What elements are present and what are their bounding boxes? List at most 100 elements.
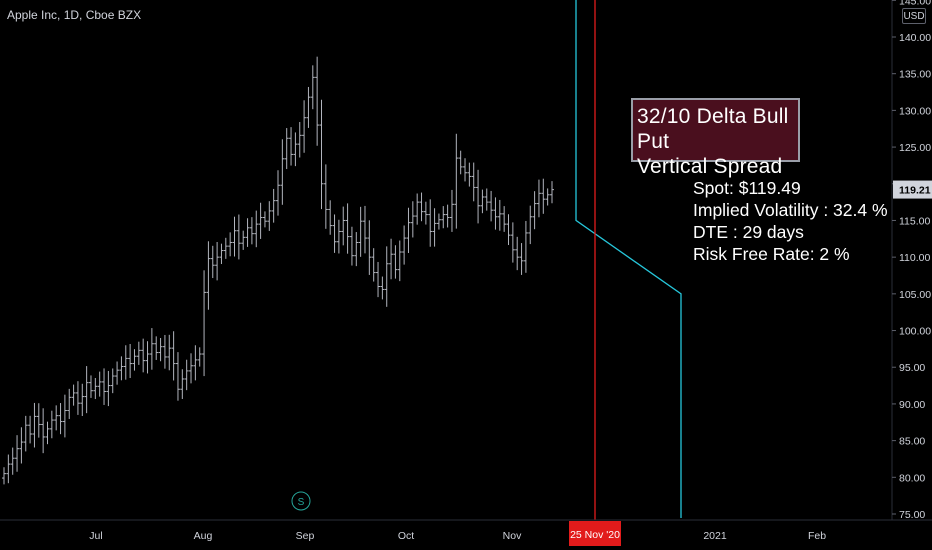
ohlc-bar (376, 261, 381, 298)
ohlc-bar (449, 189, 454, 232)
price-tick-label: 145.00 (899, 0, 931, 7)
ohlc-bar (406, 207, 411, 254)
ohlc-bar (458, 150, 463, 175)
ohlc-bar (115, 361, 120, 385)
ohlc-bar (423, 201, 428, 225)
ohlc-bar (306, 86, 311, 128)
ohlc-bar (193, 345, 198, 381)
ohlc-bar (480, 189, 485, 214)
time-axis[interactable]: Jul Aug Sep Oct Nov 2021 Feb 25 Nov '20 (0, 519, 932, 546)
ohlc-bar (267, 201, 272, 231)
ohlc-bar (489, 190, 494, 222)
ohlc-bar (180, 369, 185, 399)
ohlc-bar (389, 238, 394, 280)
ohlc-bar (141, 338, 146, 373)
price-tick-label: 135.00 (899, 69, 931, 81)
price-tick-label: 130.00 (899, 105, 931, 117)
price-tick-label: 75.00 (899, 509, 925, 521)
ohlc-bar (41, 408, 46, 454)
ohlc-bar (284, 128, 289, 170)
ohlc-bar (202, 270, 207, 377)
ohlc-bar (332, 214, 337, 253)
ohlc-bar (345, 203, 350, 254)
price-axis[interactable]: 75.00 80.00 85.00 90.00 95.00 100.00 105.00 110… (891, 0, 932, 521)
ohlc-bar (354, 232, 359, 267)
ohlc-bar (154, 336, 159, 360)
ohlc-bar (249, 217, 254, 245)
ohlc-bar (106, 370, 111, 407)
ohlc-bar (132, 349, 137, 371)
ohlc-bar (67, 388, 72, 419)
strategy-stats: Spot: $119.49 Implied Volatility : 32.4 … (693, 177, 888, 265)
ohlc-bar (428, 199, 433, 247)
ohlc-bar (62, 394, 67, 438)
time-tick-label: Feb (808, 530, 826, 542)
ohlc-bar (84, 366, 89, 414)
ohlc-bar (502, 206, 507, 232)
ohlc-bar (515, 236, 520, 271)
ohlc-bar (245, 218, 250, 247)
event-marker[interactable]: S (291, 491, 311, 511)
ohlc-bar (371, 248, 376, 282)
ohlc-bar (136, 341, 141, 365)
ohlc-bar (362, 205, 367, 254)
symbol-title: Apple Inc, 1D, Cboe BZX (7, 8, 142, 22)
ohlc-bar (254, 210, 259, 248)
ohlc-bar (341, 206, 346, 246)
price-tick-label: 80.00 (899, 472, 925, 484)
ohlc-bar (58, 403, 63, 435)
ohlc-bar (80, 383, 85, 417)
ohlc-bar (419, 192, 424, 222)
time-tick-label: Sep (296, 530, 315, 542)
price-tick-label: 105.00 (899, 289, 931, 301)
time-tick-label: Nov (503, 530, 522, 542)
ohlc-bar (162, 334, 167, 369)
ohlc-bar (271, 188, 276, 223)
last-price-label: 119.21 (899, 185, 931, 197)
ohlc-bar (232, 216, 237, 257)
ohlc-bar (463, 158, 468, 182)
ohlc-bar (510, 222, 515, 263)
ohlc-bars (2, 56, 554, 485)
ohlc-bar (149, 328, 154, 370)
ohlc-bar (6, 454, 11, 484)
ohlc-bar (93, 377, 98, 400)
price-tick-label: 100.00 (899, 326, 931, 338)
ohlc-bar (445, 204, 450, 228)
ohlc-bar (145, 341, 150, 374)
ohlc-bar (506, 214, 511, 246)
price-tick-label: 115.00 (899, 215, 930, 227)
ohlc-bar (410, 201, 415, 238)
ohlc-bar (315, 56, 320, 146)
ohlc-bar (319, 99, 324, 210)
ohlc-bar (210, 245, 215, 279)
spot-text: Spot: $119.49 (693, 178, 801, 198)
ohlc-bar (54, 405, 59, 431)
strategy-label-line2: Vertical Spread (637, 155, 783, 178)
ohlc-bar (536, 179, 541, 218)
ohlc-bar (310, 65, 315, 110)
ohlc-bar (336, 219, 341, 254)
ohlc-bar (358, 206, 363, 257)
expiry-date-label: 25 Nov '20 (570, 529, 620, 541)
ohlc-bar (302, 100, 307, 153)
ohlc-bar (415, 193, 420, 225)
price-tick-label: 110.00 (899, 252, 930, 264)
time-tick-label: Oct (398, 530, 414, 542)
ohlc-bar (97, 371, 102, 397)
currency-badge[interactable]: USD (902, 8, 926, 24)
implied-volatility-text: Implied Volatility : 32.4 % (693, 200, 888, 220)
ohlc-bar (223, 237, 228, 259)
ohlc-bar (550, 181, 554, 204)
price-tick-label: 90.00 (899, 399, 925, 411)
ohlc-bar (393, 245, 398, 279)
ohlc-bar (23, 415, 28, 452)
price-tick-label: 85.00 (899, 436, 925, 448)
time-tick-label: 2021 (703, 530, 727, 542)
ohlc-bar (189, 353, 194, 384)
event-marker-label: S (298, 497, 305, 508)
time-tick-label: Jul (89, 530, 102, 542)
ohlc-bar (219, 243, 224, 265)
